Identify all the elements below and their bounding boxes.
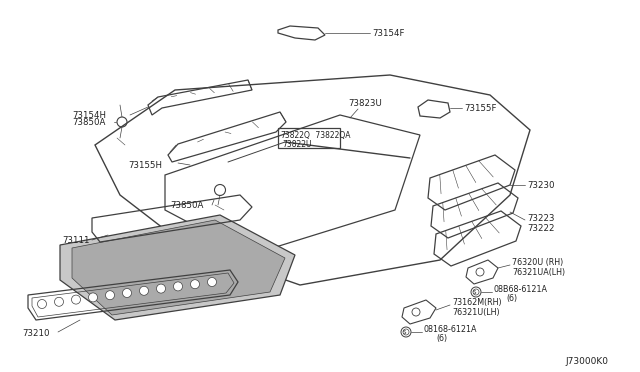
Text: S: S bbox=[472, 289, 476, 295]
Text: 08B68-6121A: 08B68-6121A bbox=[494, 285, 548, 294]
Text: 73154H: 73154H bbox=[72, 110, 106, 119]
Text: 73155H: 73155H bbox=[128, 160, 162, 170]
Bar bbox=[278, 128, 340, 148]
Text: 76321UA(LH): 76321UA(LH) bbox=[512, 267, 565, 276]
Text: 73850A: 73850A bbox=[72, 118, 106, 126]
Text: (6): (6) bbox=[506, 295, 517, 304]
Text: 76320U (RH): 76320U (RH) bbox=[512, 257, 563, 266]
Circle shape bbox=[54, 297, 63, 306]
Polygon shape bbox=[72, 220, 285, 315]
Text: 73822U: 73822U bbox=[282, 140, 312, 148]
Circle shape bbox=[38, 299, 47, 308]
Text: 73222: 73222 bbox=[527, 224, 554, 232]
Circle shape bbox=[207, 278, 216, 286]
Text: (6): (6) bbox=[436, 334, 447, 343]
Text: 08168-6121A: 08168-6121A bbox=[424, 324, 477, 334]
Text: 73162M(RH): 73162M(RH) bbox=[452, 298, 502, 307]
Text: 76321U(LH): 76321U(LH) bbox=[452, 308, 500, 317]
Circle shape bbox=[88, 293, 97, 302]
Circle shape bbox=[72, 295, 81, 304]
Text: S: S bbox=[403, 330, 406, 334]
Circle shape bbox=[140, 286, 148, 295]
Text: 73822QA: 73822QA bbox=[313, 131, 351, 140]
Text: 73822Q: 73822Q bbox=[280, 131, 310, 140]
Text: 73210: 73210 bbox=[22, 328, 49, 337]
Text: 73223: 73223 bbox=[527, 214, 554, 222]
Circle shape bbox=[122, 289, 131, 298]
Text: 73154F: 73154F bbox=[372, 29, 404, 38]
Text: 73823U: 73823U bbox=[348, 99, 382, 108]
Text: 73230: 73230 bbox=[527, 180, 554, 189]
Text: 73850A: 73850A bbox=[170, 201, 204, 209]
Circle shape bbox=[157, 284, 166, 293]
Circle shape bbox=[106, 291, 115, 300]
Text: J73000K0: J73000K0 bbox=[565, 357, 608, 366]
Text: 73155F: 73155F bbox=[464, 103, 497, 112]
Text: 73111: 73111 bbox=[62, 235, 90, 244]
Circle shape bbox=[173, 282, 182, 291]
Circle shape bbox=[191, 280, 200, 289]
Polygon shape bbox=[60, 215, 295, 320]
